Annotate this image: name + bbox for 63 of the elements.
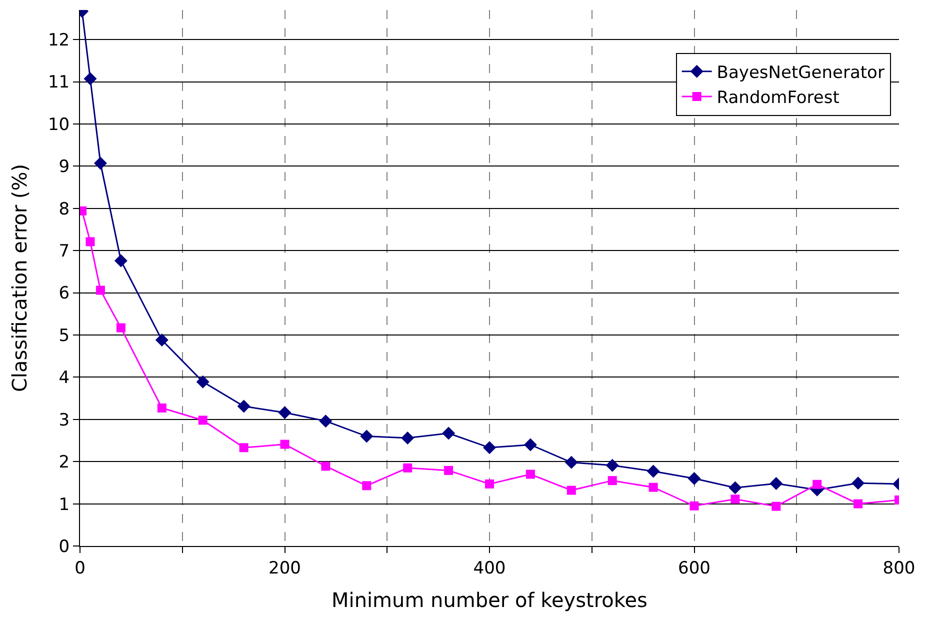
y-tick-label: 10	[48, 114, 70, 135]
point	[321, 462, 330, 471]
point	[608, 476, 617, 486]
point	[606, 458, 619, 472]
y-tick-label: 11	[48, 72, 70, 93]
y-tick-label: 1	[58, 494, 70, 515]
point	[157, 403, 166, 412]
point	[360, 430, 374, 443]
point	[239, 443, 248, 452]
y-tick-label: 7	[58, 242, 70, 262]
point	[526, 470, 535, 479]
point	[730, 494, 740, 504]
point	[483, 441, 496, 454]
point	[94, 156, 107, 170]
point	[114, 254, 128, 268]
y-tick-label: 3	[58, 410, 70, 430]
x-tick-label: 600	[678, 558, 710, 578]
y-tick-label: 12	[48, 30, 70, 50]
x-tick-label: 200	[268, 558, 301, 578]
y-tick-label: 4	[58, 368, 70, 388]
point	[155, 334, 168, 347]
legend-label: BayesNetGenerator	[716, 63, 884, 84]
point	[96, 286, 105, 295]
y-tick-label: 2	[58, 452, 70, 473]
point	[728, 481, 742, 494]
point	[688, 472, 701, 485]
point	[444, 466, 454, 475]
point	[524, 438, 537, 452]
point	[566, 486, 576, 495]
point	[84, 72, 97, 86]
y-tick-label: 5	[58, 326, 70, 346]
point	[362, 481, 372, 490]
point	[278, 406, 292, 420]
point	[442, 426, 456, 440]
point	[116, 323, 126, 332]
y-tick-label: 0	[58, 536, 70, 557]
point	[403, 463, 412, 472]
point	[852, 476, 865, 490]
x-tick-label: 800	[882, 558, 916, 578]
legend-label: RandomForest	[716, 88, 840, 108]
point	[280, 440, 290, 449]
point	[485, 479, 494, 488]
point	[401, 431, 414, 444]
point	[690, 501, 699, 510]
point	[237, 400, 250, 413]
point	[196, 375, 210, 388]
y-tick-label: 9	[58, 157, 70, 178]
point	[648, 482, 658, 492]
point	[646, 464, 660, 478]
point	[812, 480, 822, 489]
point	[772, 502, 781, 511]
x-axis-title: Minimum number of keystrokes	[332, 588, 648, 612]
x-tick-label: 0	[74, 558, 86, 578]
point	[319, 414, 332, 428]
x-tick-label: 400	[473, 558, 506, 578]
y-axis-title: Classification error (%)	[7, 164, 32, 392]
y-tick-label: 8	[58, 199, 70, 220]
y-tick-label: 6	[58, 284, 70, 304]
point	[770, 477, 783, 490]
point	[86, 237, 95, 246]
point	[854, 499, 863, 508]
point	[198, 416, 208, 425]
point	[564, 456, 578, 469]
